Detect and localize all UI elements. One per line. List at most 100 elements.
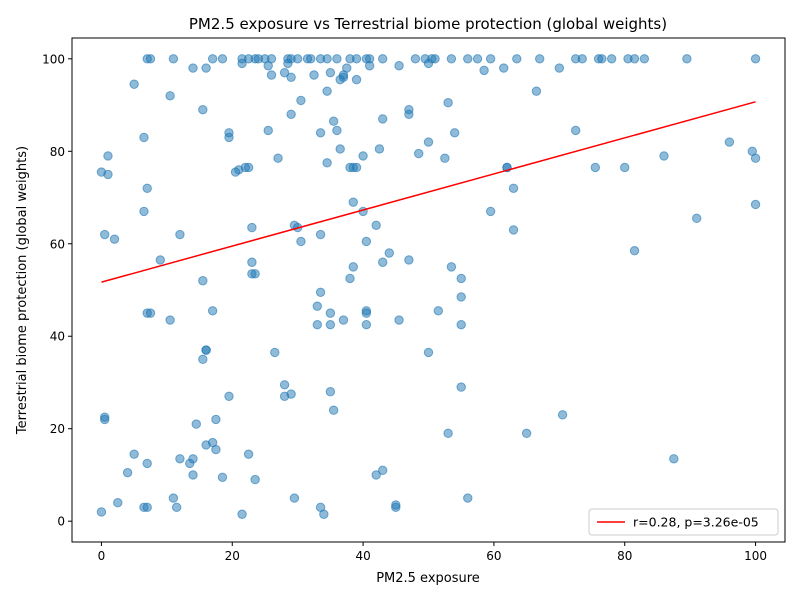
scatter-point (309, 70, 319, 80)
y-tick-label: 0 (57, 515, 65, 529)
scatter-point (315, 502, 326, 513)
scatter-point (570, 125, 581, 136)
scatter-point (139, 132, 149, 143)
x-axis-label: PM2.5 exposure (376, 571, 480, 586)
scatter-point (296, 236, 306, 247)
scatter-point (289, 493, 300, 503)
scatter-point (446, 262, 457, 272)
scatter-point (325, 319, 336, 330)
scatter-point (322, 54, 332, 64)
scatter-point (142, 183, 152, 193)
scatter-point (113, 497, 123, 508)
scatter-point (325, 67, 336, 78)
scatter-point (378, 465, 388, 476)
scatter-point (351, 74, 362, 85)
scatter-point (142, 458, 152, 469)
scatter-point (446, 54, 457, 64)
scatter-point (328, 405, 339, 415)
scatter-point (165, 315, 175, 325)
scatter-point (191, 419, 201, 429)
scatter-point (270, 347, 280, 358)
scatter-point (315, 128, 326, 138)
scatter-point (669, 454, 679, 464)
scatter-point (283, 58, 293, 69)
y-axis-ticks: 0 20 40 60 80 100 (42, 52, 72, 529)
scatter-point (332, 54, 342, 64)
scatter-point (103, 169, 113, 180)
scatter-point (348, 197, 358, 207)
scatter-point (374, 144, 385, 154)
scatter-point (224, 391, 234, 402)
scatter-point (348, 262, 358, 272)
scatter-point (629, 54, 640, 64)
scatter-point (207, 306, 218, 316)
legend-box (588, 508, 779, 536)
scatter-point (211, 444, 221, 455)
scatter-point (423, 58, 434, 69)
scatter-point (456, 382, 466, 392)
scatter-point (361, 236, 372, 247)
scatter-point (211, 414, 221, 425)
scatter-point (207, 54, 218, 64)
scatter-point (325, 387, 336, 397)
scatter-point (724, 137, 735, 147)
scatter-point (122, 467, 133, 478)
scatter-point (306, 54, 316, 64)
scatter-point (410, 54, 421, 64)
scatter-point (750, 153, 761, 163)
scatter-point (201, 63, 211, 73)
scatter-point (129, 449, 139, 459)
scatter-point (230, 167, 241, 177)
x-tick-label: 100 (744, 549, 767, 563)
scatter-point (286, 109, 296, 119)
scatter-point (103, 151, 113, 161)
scatter-point (250, 474, 260, 485)
scatter-point (512, 54, 522, 64)
scatter-point (247, 257, 257, 267)
scatter-point (423, 137, 434, 147)
scatter-point (286, 72, 296, 83)
scatter-point (557, 410, 568, 420)
scatter-point (361, 308, 372, 318)
scatter-point (531, 86, 542, 96)
scatter-point (463, 54, 473, 64)
scatter-point (351, 54, 362, 64)
y-axis-label: Terrestrial biome protection (global wei… (15, 146, 30, 435)
scatter-point (345, 273, 355, 284)
scatter-point (378, 114, 388, 124)
scatter-point (443, 428, 453, 439)
scatter-point (247, 269, 257, 279)
scatter-point (217, 472, 228, 482)
scatter-point (247, 222, 257, 233)
scatter-point (171, 502, 182, 513)
scatter-point (606, 54, 617, 64)
scatter-point (332, 125, 342, 136)
scatter-point (629, 245, 640, 256)
scatter-point (335, 144, 345, 154)
x-tick-label: 0 (98, 549, 106, 563)
scatter-point (217, 54, 228, 64)
scatter-point (322, 86, 332, 96)
scatter-point (535, 54, 545, 64)
scatter-point (691, 213, 702, 224)
scatter-point (145, 308, 156, 318)
scatter-point (292, 54, 303, 64)
scatter-point (198, 104, 208, 115)
y-tick-label: 20 (50, 422, 65, 436)
scatter-point (175, 454, 185, 464)
scatter-point (413, 148, 424, 159)
scatter-point (456, 273, 466, 284)
scatter-point (328, 116, 339, 126)
scatter-point (139, 206, 149, 217)
x-tick-label: 60 (486, 549, 501, 563)
scatter-point (433, 306, 444, 316)
x-tick-label: 80 (617, 549, 632, 563)
regression-line (101, 101, 756, 283)
scatter-point (312, 319, 322, 330)
scatter-point (463, 493, 473, 503)
scatter-point (485, 54, 496, 64)
scatter-point (620, 162, 630, 173)
x-tick-label: 20 (225, 549, 240, 563)
scatter-point (198, 354, 208, 365)
